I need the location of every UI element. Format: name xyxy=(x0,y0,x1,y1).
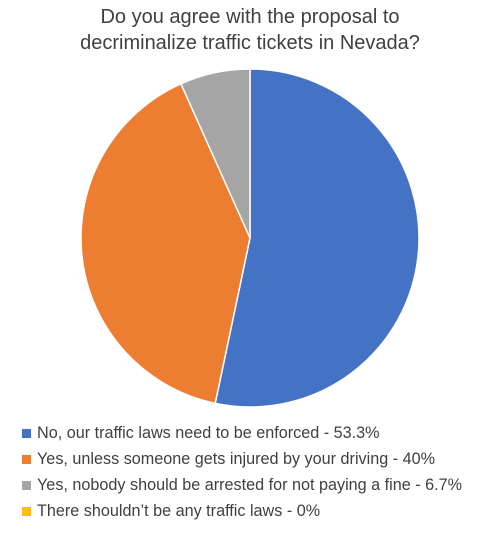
pie-slice xyxy=(80,83,251,405)
pie-slices xyxy=(80,68,420,408)
chart-title-line-1: Do you agree with the proposal to xyxy=(100,6,400,28)
legend-item: Yes, nobody should be arrested for not p… xyxy=(22,472,492,498)
legend-label: Yes, unless someone gets injured by your… xyxy=(37,449,436,468)
legend-item: Yes, unless someone gets injured by your… xyxy=(22,446,492,472)
legend-item: No, our traffic laws need to be enforced… xyxy=(22,420,492,446)
legend-label: Yes, nobody should be arrested for not p… xyxy=(37,475,463,494)
legend-swatch xyxy=(22,454,31,464)
chart-title-line-2: decriminalize traffic tickets in Nevada? xyxy=(80,32,420,54)
pie-slice xyxy=(180,68,251,239)
legend-swatch xyxy=(22,428,31,438)
legend-label: There shouldn’t be any traffic laws - 0% xyxy=(37,501,321,520)
legend-item: There shouldn’t be any traffic laws - 0% xyxy=(22,498,492,524)
legend-label: No, our traffic laws need to be enforced… xyxy=(37,423,380,442)
chart-title: Do you agree with the proposal to decrim… xyxy=(0,4,500,56)
legend: No, our traffic laws need to be enforced… xyxy=(22,420,492,524)
legend-swatch xyxy=(22,506,31,516)
pie-slice xyxy=(214,68,420,408)
legend-swatch xyxy=(22,480,31,490)
